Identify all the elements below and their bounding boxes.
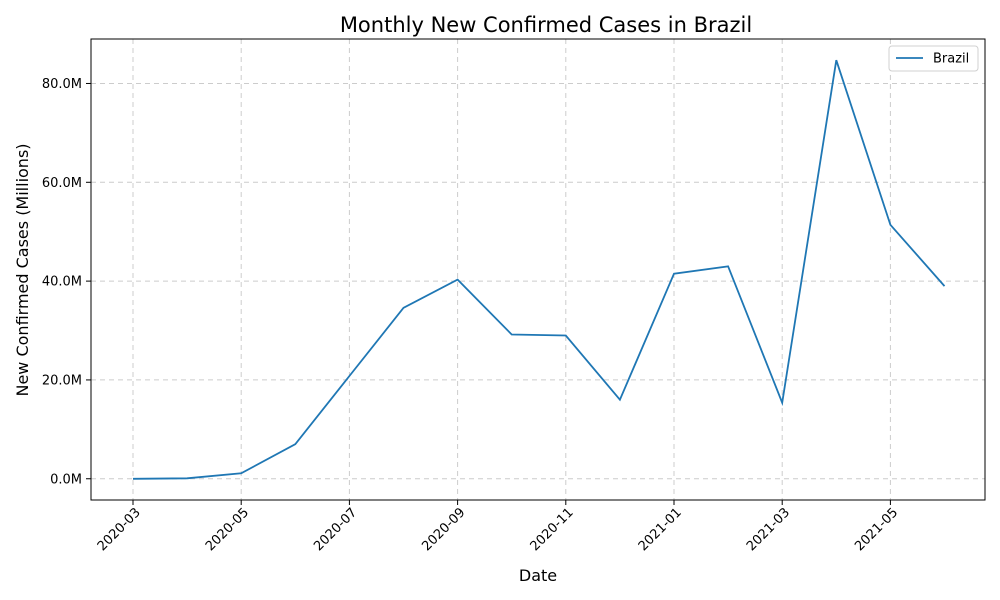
y-tick-label: 80.0M [42, 77, 82, 92]
y-tick-label: 40.0M [42, 275, 82, 290]
x-tick-label: 2020-11 [528, 505, 577, 554]
series-layer [132, 59, 946, 480]
x-tick-label: 2021-03 [744, 505, 793, 554]
legend-label: Brazil [933, 52, 969, 67]
x-tick-label: 2020-05 [203, 505, 252, 554]
x-axis-label: Date [519, 566, 557, 585]
x-tick-label: 2020-07 [311, 505, 360, 554]
y-tick-label: 0.0M [50, 472, 82, 487]
plot-frame [90, 38, 986, 501]
x-tick-label: 2020-03 [95, 505, 144, 554]
chart-title: Monthly New Confirmed Cases in Brazil [340, 13, 752, 37]
x-tick-label: 2021-05 [852, 505, 901, 554]
legend: Brazil [888, 45, 979, 72]
tick-layer: 0.0M 20.0M 40.0M 60.0M 80.0M 2020-03 2020-05 20… [42, 77, 901, 554]
series-line-brazil [132, 59, 946, 480]
x-tick-label: 2020-09 [419, 505, 468, 554]
grid-layer [91, 39, 985, 500]
x-tick-label: 2021-01 [636, 505, 685, 554]
y-tick-label: 20.0M [42, 373, 82, 388]
y-axis-label: New Confirmed Cases (Millions) [13, 143, 32, 396]
legend-box [888, 45, 979, 72]
y-tick-label: 60.0M [42, 176, 82, 191]
